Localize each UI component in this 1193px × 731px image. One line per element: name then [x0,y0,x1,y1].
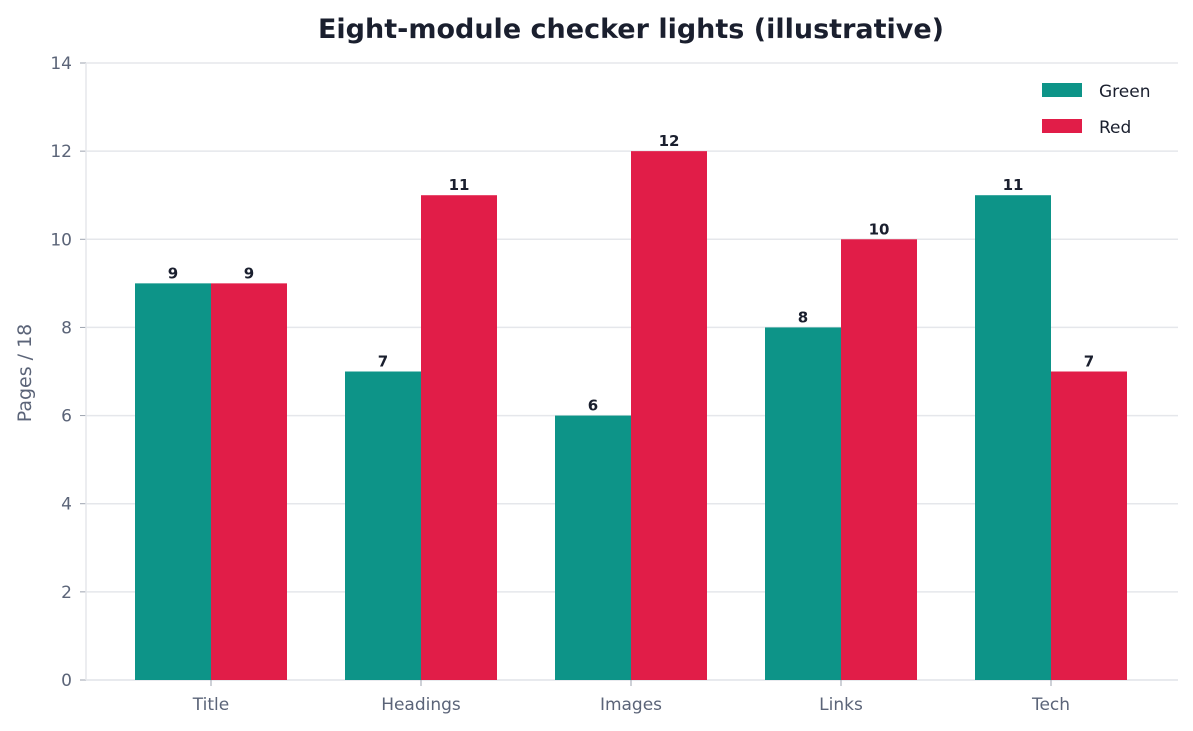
y-tick-label: 6 [61,407,72,427]
bar-value-label: 6 [588,397,598,415]
bar-green-tech [975,195,1051,680]
y-tick-label: 14 [50,54,72,74]
tick-labels: 0 2 4 6 8 10 12 14 Title Headings Images Links Tech [50,54,1070,715]
bar-value-label: 11 [1003,176,1024,194]
bar-value-label: 9 [168,264,178,282]
y-tick-label: 10 [50,230,72,250]
y-axis-label: Pages / 18 [14,324,36,423]
y-tick-label: 8 [61,318,72,338]
bar-value-label: 7 [378,353,388,371]
bar-red-headings [421,195,497,680]
legend-label: Red [1099,118,1131,138]
bar-green-images [555,415,631,680]
y-tick-label: 2 [61,583,72,603]
legend: Green Red [1042,82,1150,138]
bar-green-title [135,283,211,680]
y-tick-label: 4 [61,495,72,515]
bar-value-label: 9 [244,264,254,282]
legend-swatch-red [1042,119,1082,133]
legend-label: Green [1099,82,1150,102]
bar-red-links [841,239,917,681]
x-tick-label: Tech [1031,695,1070,715]
x-tick-label: Title [192,695,229,715]
bar-value-label: 12 [659,132,680,150]
y-tick-label: 12 [50,142,72,162]
bar-value-labels: 9 9 7 11 6 12 8 10 11 7 [168,132,1094,414]
bar-value-label: 8 [798,308,808,326]
bar-red-title [211,283,287,680]
x-tick-label: Headings [381,695,461,715]
bar-red-tech [1051,371,1127,680]
bars [135,151,1127,681]
bar-red-images [631,151,707,681]
chart-title: Eight-module checker lights (illustrativ… [318,14,944,45]
x-tick-label: Links [819,695,863,715]
bar-green-headings [345,371,421,680]
legend-swatch-green [1042,83,1082,97]
bar-value-label: 7 [1084,353,1094,371]
x-tick-label: Images [600,695,662,715]
bar-value-label: 10 [869,220,890,238]
y-tick-label: 0 [61,671,72,691]
bar-value-label: 11 [449,176,470,194]
bar-green-links [765,327,841,680]
